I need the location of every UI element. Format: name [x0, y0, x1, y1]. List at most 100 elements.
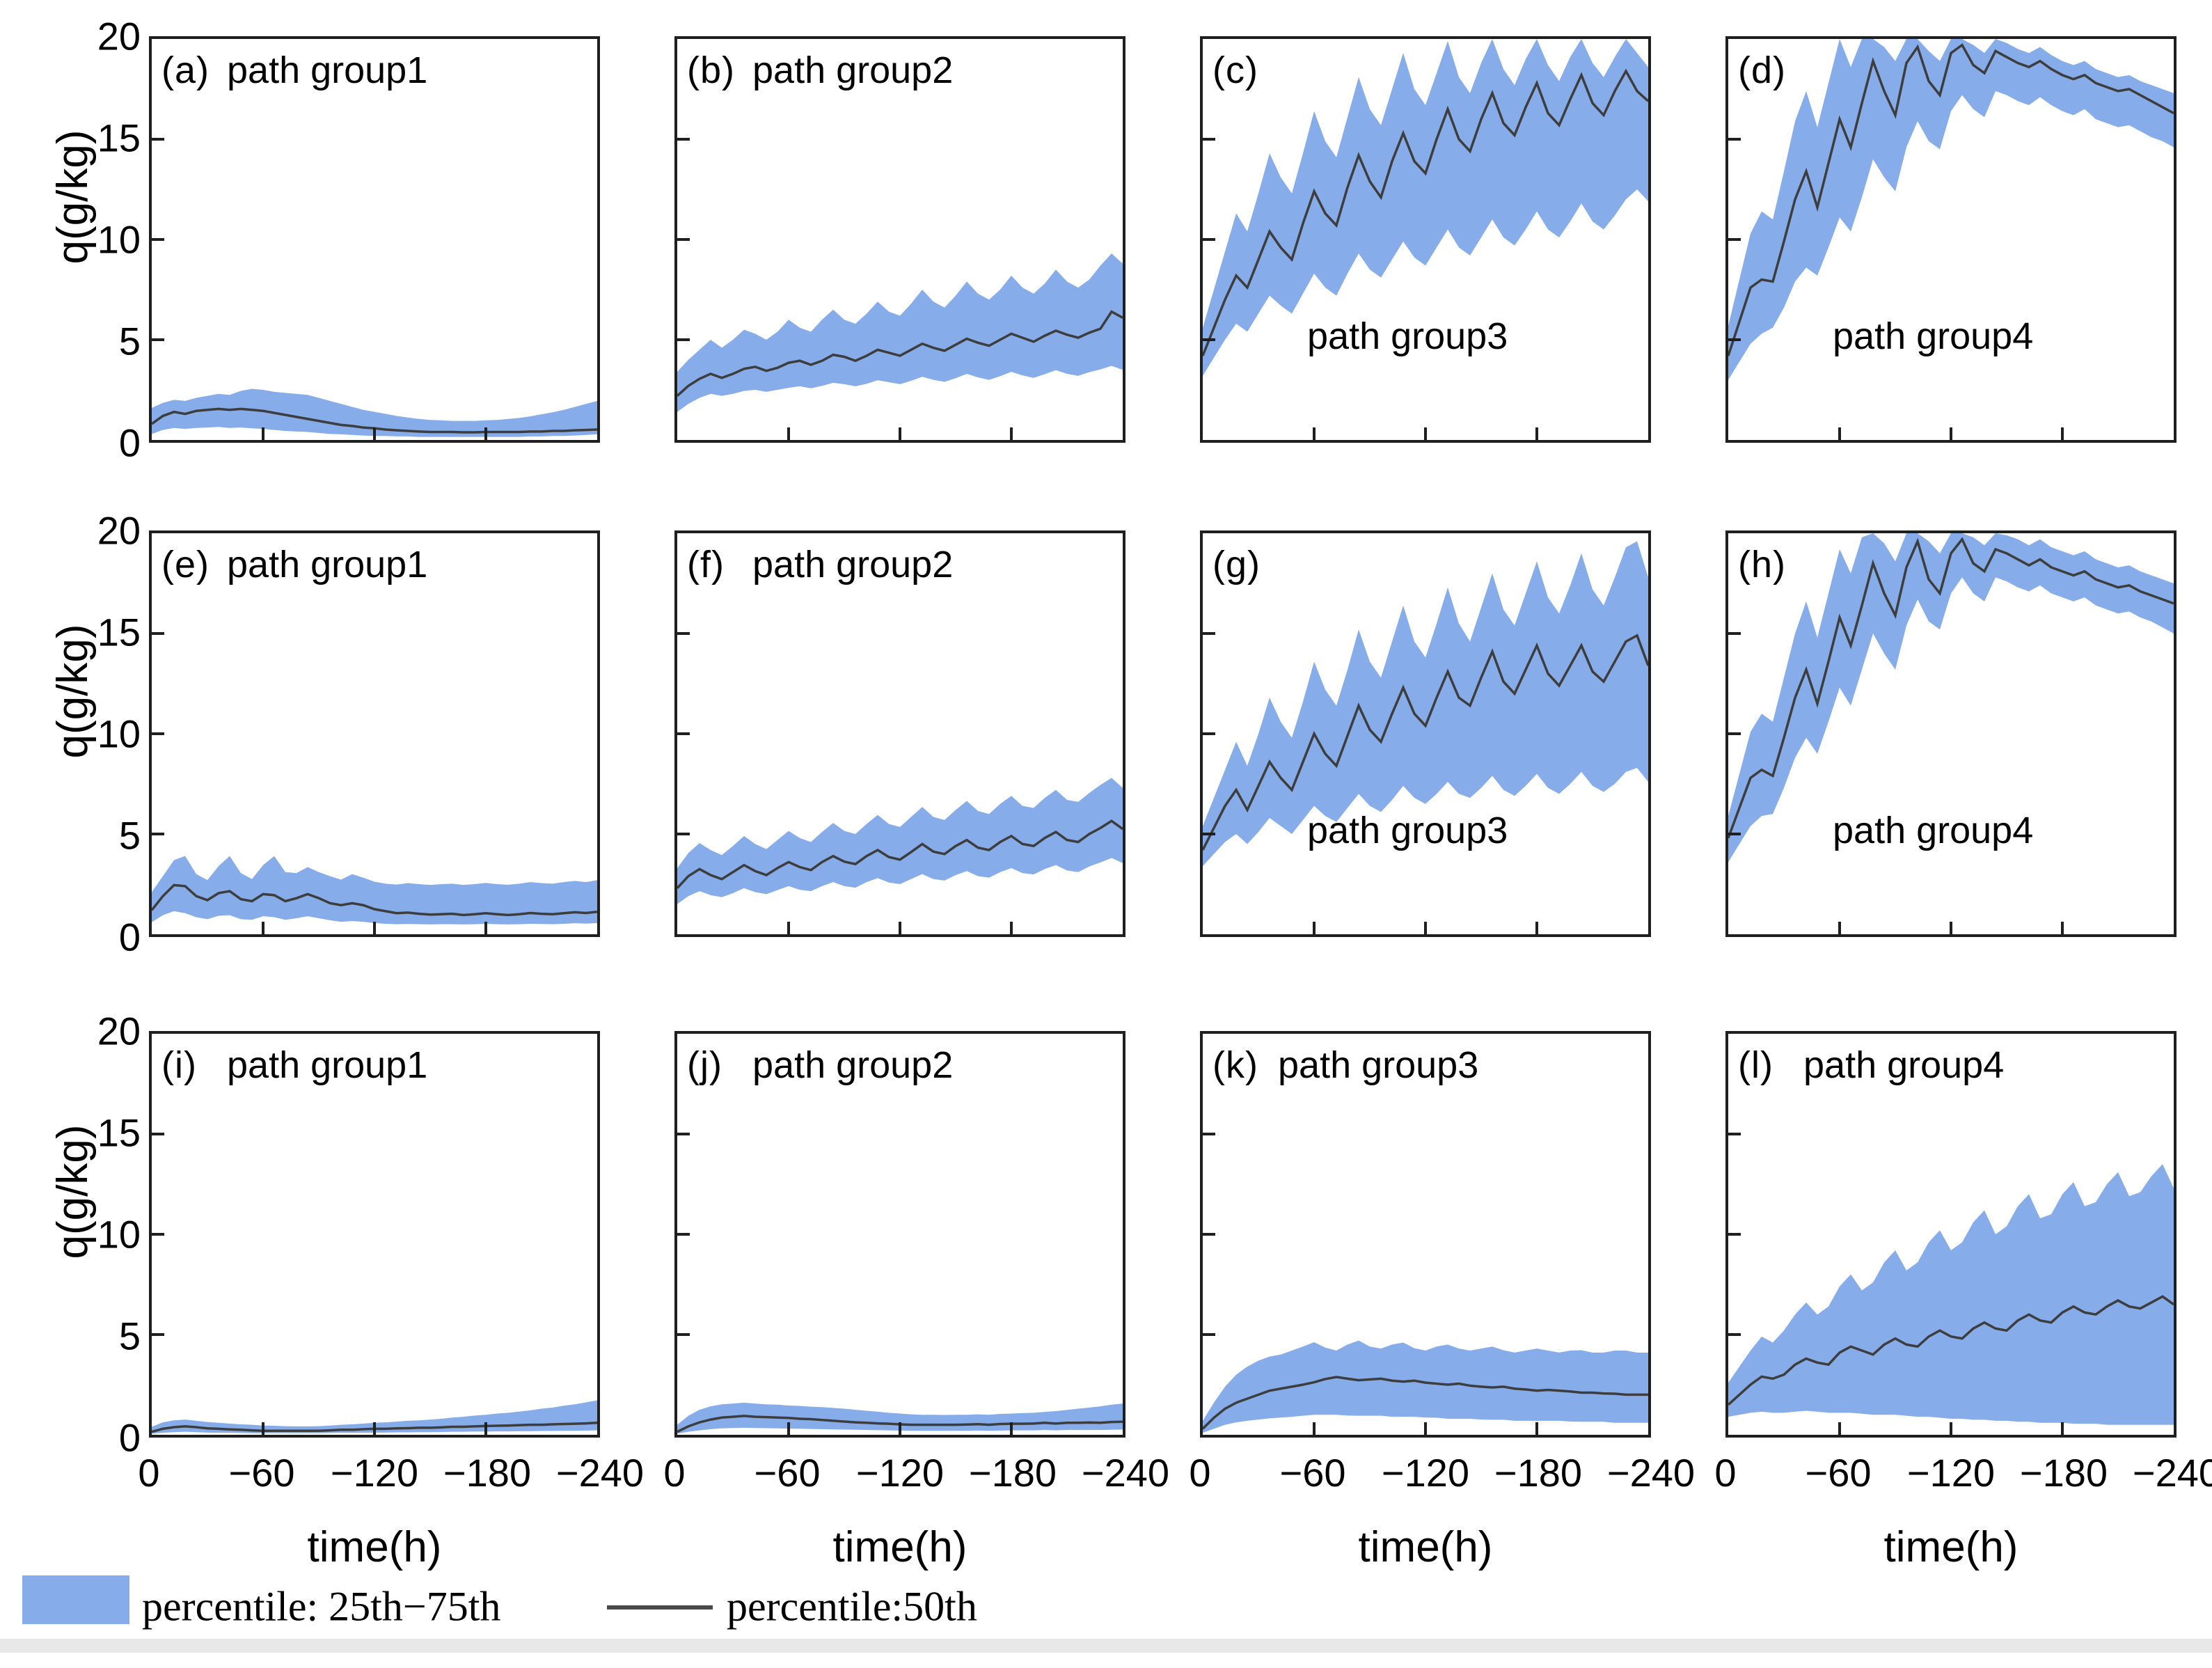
- axis-tick: [1203, 338, 1215, 341]
- panel-letter: (b): [687, 49, 735, 91]
- median-line-50th: [152, 885, 597, 915]
- axis-tick: [262, 427, 264, 440]
- axis-tick: [152, 1333, 164, 1336]
- x-tick-label: −60: [1279, 1451, 1346, 1495]
- percentile-line-sample: [607, 1605, 713, 1610]
- x-tick-label: −240: [2132, 1451, 2212, 1495]
- group-label: path group1: [227, 49, 428, 91]
- axis-tick: [484, 1422, 487, 1435]
- percentile-band-swatch: [22, 1575, 129, 1624]
- x-axis-title: time(h): [307, 1523, 442, 1571]
- axis-tick: [2061, 1422, 2064, 1435]
- band-area-25th-75th: [677, 778, 1123, 904]
- group-label: path group2: [752, 49, 954, 91]
- group-label: path group3: [1307, 810, 1508, 851]
- y-tick-label: 5: [118, 1314, 141, 1358]
- y-axis-title: q(g/kg): [48, 624, 97, 759]
- axis-tick: [677, 238, 690, 241]
- x-tick-label: 0: [1714, 1451, 1737, 1495]
- group-label: path group4: [1833, 315, 2034, 357]
- axis-tick: [899, 1422, 901, 1435]
- percentile-chart: [152, 39, 597, 440]
- axis-tick: [1313, 427, 1316, 440]
- axis-tick: [1424, 427, 1427, 440]
- axis-tick: [899, 427, 901, 440]
- band-area-25th-75th: [152, 856, 597, 925]
- legend-line-label: percentile:50th: [727, 1583, 977, 1630]
- panel-letter: (i): [161, 1044, 197, 1086]
- axis-tick: [1203, 1133, 1215, 1135]
- median-line-50th: [1203, 71, 1648, 356]
- panel-d: (d) path group4: [1725, 36, 2177, 443]
- axis-tick: [677, 1133, 690, 1135]
- axis-tick: [1728, 1233, 1741, 1236]
- y-tick-label: 10: [97, 711, 141, 756]
- x-tick-label: −120: [855, 1451, 945, 1495]
- axis-tick: [373, 1422, 376, 1435]
- y-tick-label: 0: [118, 915, 141, 959]
- x-tick-label: −240: [1081, 1451, 1170, 1495]
- axis-tick: [1950, 1422, 1952, 1435]
- axis-tick: [152, 338, 164, 341]
- panel-j: (j) path group2: [674, 1031, 1125, 1438]
- axis-tick: [152, 238, 164, 241]
- axis-tick: [373, 922, 376, 934]
- axis-tick: [484, 427, 487, 440]
- axis-tick: [152, 1233, 164, 1236]
- x-tick-label: −240: [1606, 1451, 1696, 1495]
- axis-tick: [152, 732, 164, 735]
- median-line-50th: [1728, 45, 2174, 356]
- group-label: path group3: [1307, 315, 1508, 357]
- percentile-chart: [677, 253, 1123, 440]
- x-tick-label: −180: [443, 1451, 532, 1495]
- x-tick-label: −120: [1381, 1451, 1470, 1495]
- axis-tick: [677, 632, 690, 635]
- page-scrollbar-track[interactable]: [0, 1639, 2212, 1653]
- x-tick-label: −180: [1494, 1451, 1583, 1495]
- y-tick-label: 5: [118, 813, 141, 858]
- x-tick-label: −180: [968, 1451, 1057, 1495]
- panel-h: (h) path group4: [1725, 530, 2177, 937]
- group-label: path group2: [752, 544, 954, 585]
- band-area-25th-75th: [1203, 1340, 1648, 1433]
- y-tick-label: 15: [97, 610, 141, 654]
- percentile-chart: [152, 533, 597, 934]
- axis-tick: [787, 922, 790, 934]
- y-tick-label: 10: [97, 217, 141, 262]
- x-tick-label: −120: [330, 1451, 419, 1495]
- percentile-chart: [1728, 533, 2174, 934]
- axis-tick: [1728, 632, 1741, 635]
- percentile-chart: [152, 1034, 597, 1435]
- band-area-25th-75th: [677, 253, 1123, 412]
- panel-letter: (h): [1738, 544, 1786, 585]
- legend-band-label: percentile: 25th−75th: [142, 1583, 501, 1630]
- axis-tick: [677, 833, 690, 835]
- panel-letter: (g): [1212, 544, 1261, 585]
- axis-tick: [1728, 1133, 1741, 1135]
- panel-k: (k) path group3: [1200, 1031, 1651, 1438]
- percentile-chart: [677, 1034, 1123, 1435]
- axis-tick: [1535, 922, 1538, 934]
- y-tick-label: 20: [97, 508, 141, 553]
- panel-a: (a) path group1: [149, 36, 600, 443]
- axis-tick: [787, 1422, 790, 1435]
- x-tick-label: −60: [754, 1451, 821, 1495]
- panel-f: (f) path group2: [674, 530, 1125, 937]
- axis-tick: [899, 922, 901, 934]
- x-tick-label: −240: [555, 1451, 645, 1495]
- axis-tick: [373, 427, 376, 440]
- axis-tick: [1838, 922, 1841, 934]
- panel-b: (b) path group2: [674, 36, 1125, 443]
- panel-letter: (k): [1212, 1044, 1258, 1086]
- panel-letter: (e): [161, 544, 210, 585]
- band-area-25th-75th: [1203, 39, 1648, 376]
- axis-tick: [1010, 427, 1013, 440]
- axis-tick: [1313, 1422, 1316, 1435]
- group-label: path group1: [227, 544, 428, 585]
- y-tick-label: 20: [97, 14, 141, 58]
- median-line-50th: [1203, 636, 1648, 850]
- axis-tick: [1203, 732, 1215, 735]
- axis-tick: [1728, 238, 1741, 241]
- x-tick-label: −120: [1906, 1451, 1996, 1495]
